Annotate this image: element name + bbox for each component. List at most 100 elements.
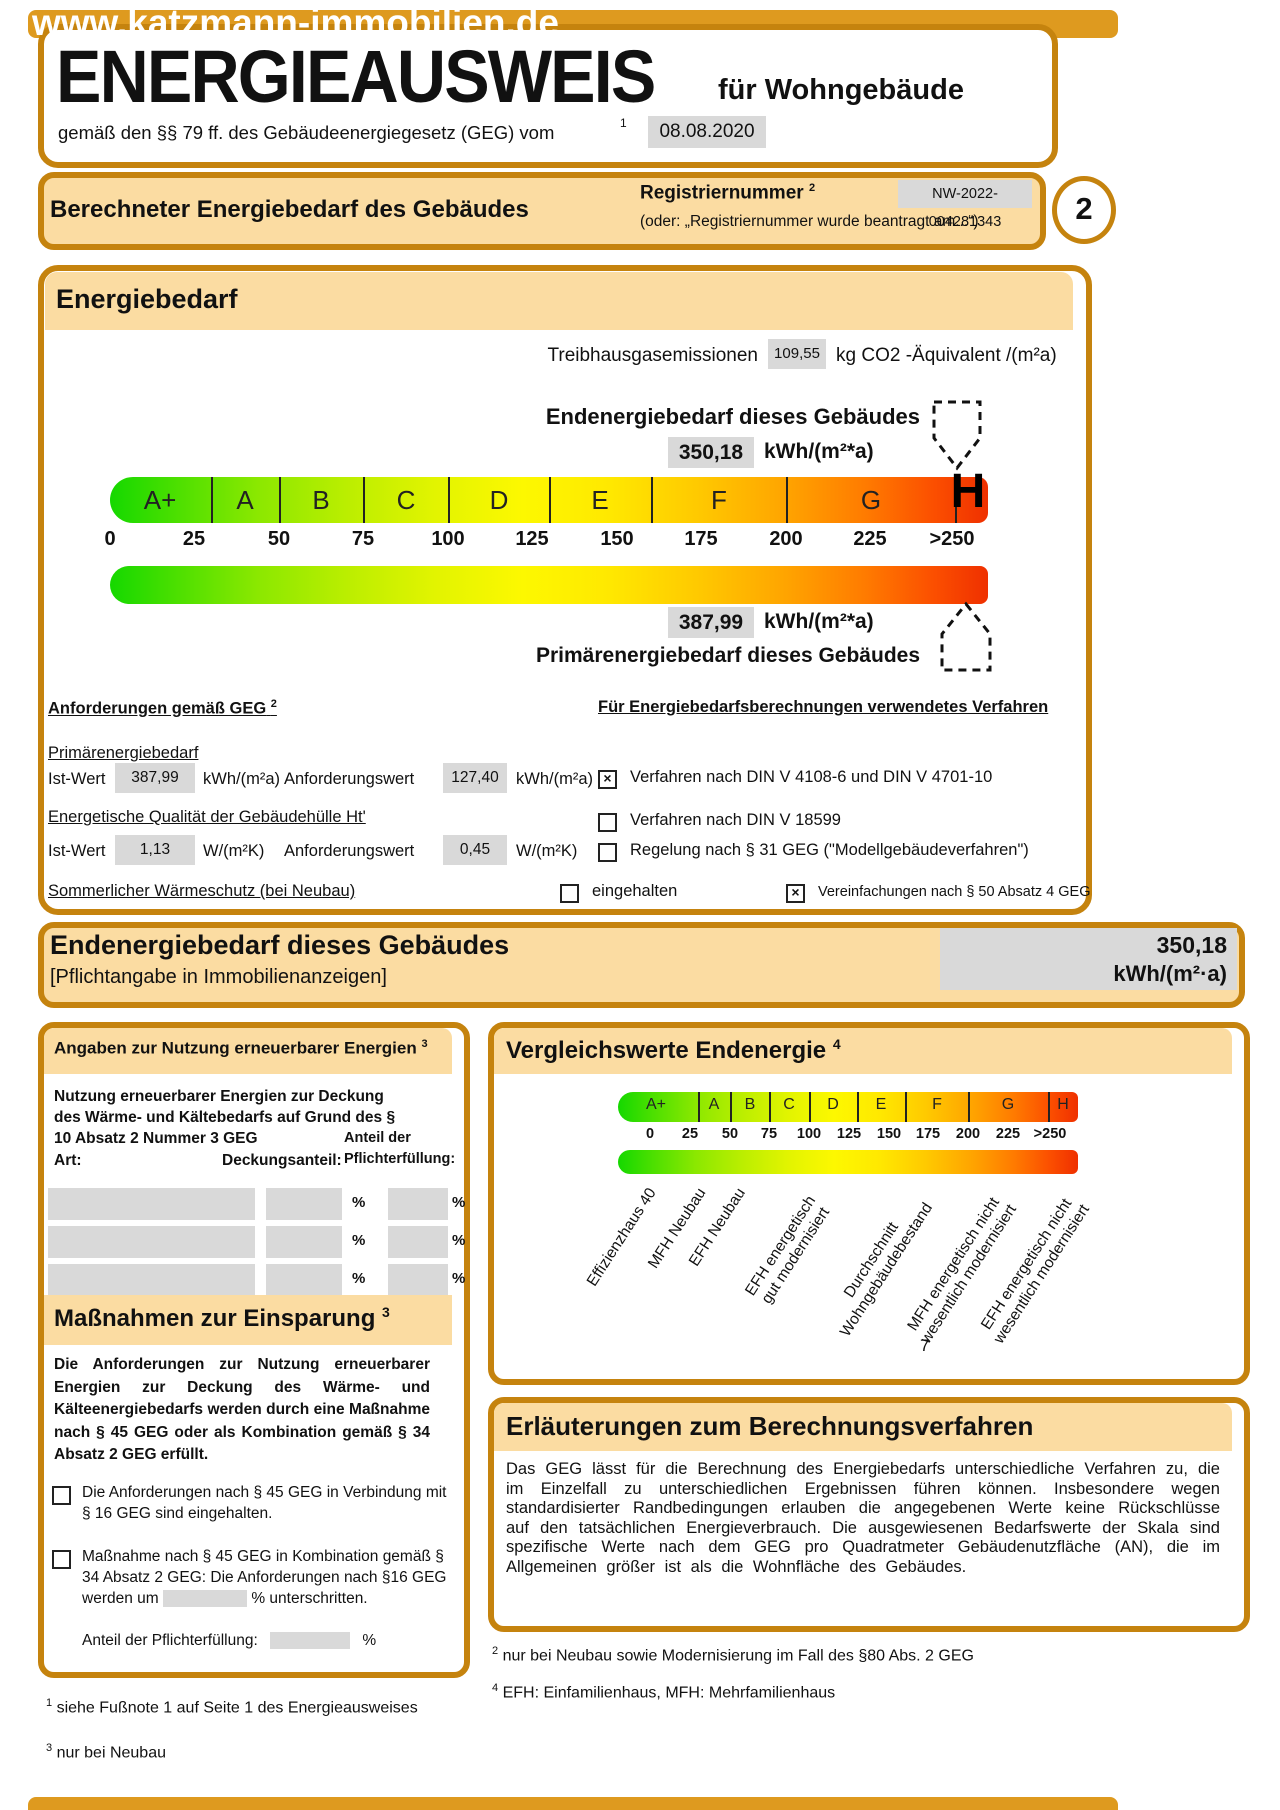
- requirements-row2-ist-unit: W/(m²K): [203, 842, 265, 860]
- requirements-row2-ist-value: 1,13: [115, 835, 195, 865]
- scale-divider: [211, 477, 213, 523]
- scale-tick: 225: [853, 528, 887, 550]
- scale-tick: 100: [796, 1126, 822, 1142]
- scale-divider: [448, 477, 450, 523]
- method-label-din18599: Verfahren nach DIN V 18599: [630, 811, 841, 829]
- scale-tick: 125: [836, 1126, 862, 1142]
- primary-energy-scale-bar: [110, 566, 988, 604]
- savings-title: Maßnahmen zur Einsparung 3: [54, 1304, 390, 1332]
- header-box: [38, 24, 1058, 168]
- scale-divider: [279, 477, 281, 523]
- scale-tick: 150: [876, 1126, 902, 1142]
- scale-letter: A: [236, 485, 254, 515]
- explanation-title: Erläuterungen zum Berechnungsverfahren: [506, 1411, 1034, 1441]
- renewables-share-field: [266, 1264, 342, 1296]
- renewables-art-field: [48, 1188, 255, 1220]
- scale-tick: 175: [684, 528, 718, 550]
- savings-title-band: [44, 1295, 452, 1345]
- comparison-box: [488, 1022, 1250, 1385]
- scale-tick: 0: [645, 1126, 655, 1142]
- scale-tick: 50: [267, 528, 291, 550]
- scale-end-letter: H: [1057, 1096, 1069, 1113]
- scale-tick: 75: [760, 1126, 778, 1142]
- scale-letter: E: [875, 1096, 887, 1113]
- scale-divider: [769, 1092, 771, 1122]
- methods-title: Für Energiebedarfsberechnungen verwendet…: [598, 698, 1049, 716]
- final-band-subtitle: [Pflichtangabe in Immobilienanzeigen]: [50, 966, 387, 988]
- renewables-col-duty: Anteil der Pflichterfüllung:: [344, 1130, 456, 1167]
- renewables-title-band: [44, 1028, 452, 1074]
- scale-tick: 175: [915, 1126, 941, 1142]
- primary-energy-arrow-icon: [938, 600, 994, 679]
- scale-tick: 0: [104, 528, 116, 550]
- savings-duty-line: Anteil der Pflichterfüllung: %: [82, 1632, 377, 1650]
- scale-letter: G: [860, 485, 882, 515]
- summer-protection-label: Sommerlicher Wärmeschutz (bei Neubau): [48, 882, 356, 900]
- scale-tick: 150: [600, 528, 634, 550]
- bottom-orange-strip: [28, 1797, 1118, 1810]
- scale-letter: E: [591, 485, 609, 515]
- scale-letter: C: [783, 1096, 795, 1113]
- savings-option1-checkbox: [52, 1486, 71, 1505]
- renewables-col-art: Art:: [54, 1152, 82, 1169]
- renewables-box: [38, 1022, 470, 1678]
- ghg-value: 109,55: [768, 339, 826, 369]
- method-label-modellgebaeude: Regelung nach § 31 GEG ("Modellgebäudeve…: [630, 841, 1029, 859]
- scale-tick: 125: [515, 528, 549, 550]
- scale-letter: F: [711, 485, 727, 515]
- energy-demand-title: Energiebedarf: [56, 284, 238, 314]
- method-checkbox-vereinfachungen: ×: [786, 884, 805, 903]
- comparison-page-number: 7: [920, 1336, 930, 1355]
- registration-alt-note: (oder: „Registriernummer wurde beantragt…: [640, 213, 979, 230]
- scale-divider: [857, 1092, 859, 1122]
- scale-divider: [955, 477, 957, 523]
- scale-divider: [1048, 1092, 1050, 1122]
- scale-tick: 25: [681, 1126, 699, 1142]
- comparison-title: Vergleichswerte Endenergie 4: [506, 1036, 841, 1064]
- savings-option2-label: Maßnahme nach § 45 GEG in Kombination ge…: [82, 1548, 447, 1608]
- scale-letter: G: [1001, 1096, 1015, 1113]
- energy-scale-bar: A+ A B C D E F G: [110, 477, 988, 523]
- registration-number-label: Registriernummer 2: [640, 182, 816, 204]
- renewables-duty-field: [388, 1226, 448, 1258]
- requirements-row1-req-unit: kWh/(m²a): [516, 770, 593, 788]
- renewables-art-field: [48, 1264, 255, 1296]
- final-band-title: Endenergiebedarf dieses Gebäudes: [50, 930, 510, 960]
- requirements-row1-req-value: 127,40: [443, 763, 507, 793]
- requirements-row2-req-value: 0,45: [443, 835, 507, 865]
- scale-ticks-row: 0 25 50 75 100 125 150 175 200 225 >250: [104, 528, 990, 554]
- renewables-duty-percent: %: [452, 1270, 466, 1287]
- comparison-scale-bar: A+ A B C D E F G H: [618, 1092, 1078, 1122]
- scale-letter: D: [489, 485, 509, 515]
- law-line: gemäß den §§ 79 ff. des Gebäudeenergiege…: [58, 122, 554, 144]
- scale-tick: 75: [351, 528, 375, 550]
- registration-band: [38, 172, 1046, 250]
- requirements-title: Anforderungen gemäß GEG 2: [48, 698, 277, 718]
- requirements-row2-req-unit: W/(m²K): [516, 842, 578, 860]
- primary-energy-value: 387,99: [668, 607, 754, 638]
- scale-letter: A+: [143, 485, 177, 515]
- scale-tick: >250: [929, 528, 975, 550]
- renewables-art-field: [48, 1226, 255, 1258]
- summer-protection-option: eingehalten: [592, 882, 678, 900]
- savings-intro: Die Anforderungen zur Nutzung erneuerbar…: [54, 1356, 430, 1463]
- renewables-col-share: Deckungsanteil:: [222, 1152, 342, 1169]
- final-energy-arrow-icon: [926, 398, 988, 477]
- scale-tick: 100: [431, 528, 465, 550]
- scale-tick: 25: [182, 528, 206, 550]
- final-energy-label: Endenergiebedarf dieses Gebäudes: [545, 404, 920, 429]
- scale-divider: [968, 1092, 970, 1122]
- method-checkbox-din4108: ×: [598, 770, 617, 789]
- savings-duty-value-field: [270, 1632, 351, 1650]
- renewables-duty-percent: %: [452, 1232, 466, 1249]
- comparison-ticks-row: 0 25 50 75 100 125 150 175 200 225 >250: [618, 1126, 1078, 1146]
- scale-divider: [905, 1092, 907, 1122]
- savings-option2-value-field: [163, 1590, 247, 1608]
- scale-letter: F: [932, 1096, 942, 1113]
- scale-tick: 225: [995, 1126, 1021, 1142]
- method-label-din4108: Verfahren nach DIN V 4108-6 und DIN V 47…: [630, 768, 993, 786]
- renewables-intro: Nutzung erneuerbarer Energien zur Deckun…: [54, 1088, 396, 1147]
- scale-letter: D: [827, 1096, 839, 1113]
- page-title: ENERGIEAUSWEIS: [56, 35, 656, 118]
